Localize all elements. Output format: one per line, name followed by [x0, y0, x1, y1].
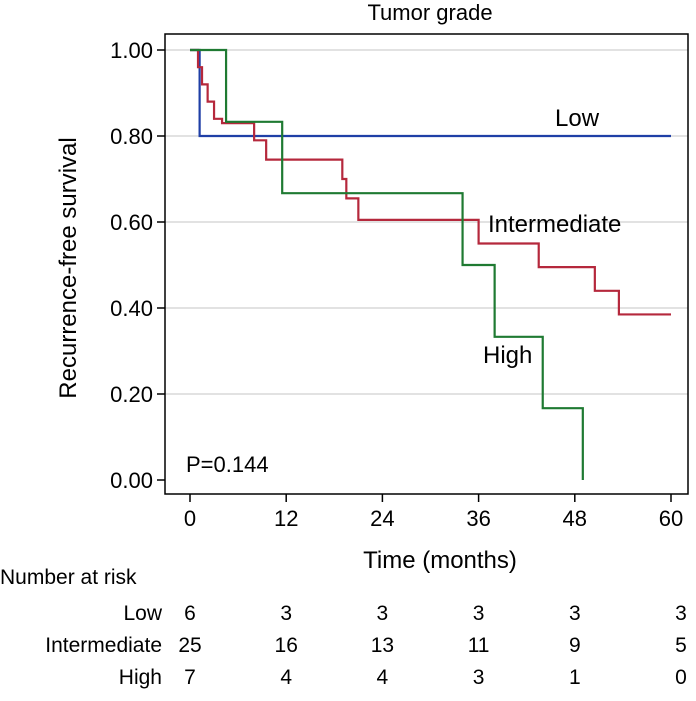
risk-row-label: Low	[123, 602, 162, 625]
y-tick-label: 0.20	[110, 382, 153, 407]
risk-count: 9	[569, 634, 581, 657]
x-tick-label: 48	[563, 506, 587, 531]
risk-row-label: Intermediate	[45, 634, 162, 657]
plot-frame	[164, 33, 689, 495]
risk-count: 3	[473, 602, 485, 625]
series-line-high	[190, 48, 584, 480]
risk-count: 4	[280, 666, 292, 689]
x-tick-label: 60	[659, 506, 683, 531]
risk-count: 3	[377, 602, 389, 625]
p-value-annotation: P=0.144	[186, 452, 269, 477]
risk-count: 16	[275, 634, 298, 657]
risk-count: 3	[280, 602, 292, 625]
risk-count: 5	[675, 634, 687, 657]
y-tick-label: 1.00	[110, 38, 153, 63]
risk-row-label: High	[119, 666, 162, 689]
x-tick-label: 24	[370, 506, 394, 531]
risk-count: 3	[675, 602, 687, 625]
y-tick-label: 0.60	[110, 210, 153, 235]
series-label-intermediate: Intermediate	[488, 211, 621, 238]
risk-count: 0	[675, 666, 687, 689]
x-axis-title: Time (months)	[363, 547, 517, 574]
x-tick-label: 0	[184, 506, 196, 531]
risk-count: 3	[569, 602, 581, 625]
risk-count: 6	[184, 602, 196, 625]
risk-count: 11	[468, 634, 490, 657]
risk-count: 13	[371, 634, 394, 657]
risk-count: 4	[377, 666, 389, 689]
series-label-high: High	[483, 342, 532, 369]
risk-count: 1	[569, 666, 581, 689]
risk-count: 25	[178, 634, 201, 657]
x-tick-label: 36	[466, 506, 490, 531]
risk-count: 7	[184, 666, 196, 689]
y-axis-title: Recurrence-free survival	[55, 137, 82, 398]
x-tick-label: 12	[274, 506, 298, 531]
y-tick-label: 0.00	[110, 468, 153, 493]
y-tick-label: 0.40	[110, 296, 153, 321]
chart-title: Tumor grade	[367, 0, 492, 25]
series-line-intermediate	[190, 48, 671, 316]
series-label-low: Low	[555, 105, 600, 132]
risk-table-title: Number at risk	[0, 566, 137, 589]
risk-count: 3	[473, 666, 485, 689]
y-tick-label: 0.80	[110, 124, 153, 149]
chart-marks: 0.000.200.400.600.801.000 12 24 36 48 60LowIn…	[45, 33, 689, 689]
